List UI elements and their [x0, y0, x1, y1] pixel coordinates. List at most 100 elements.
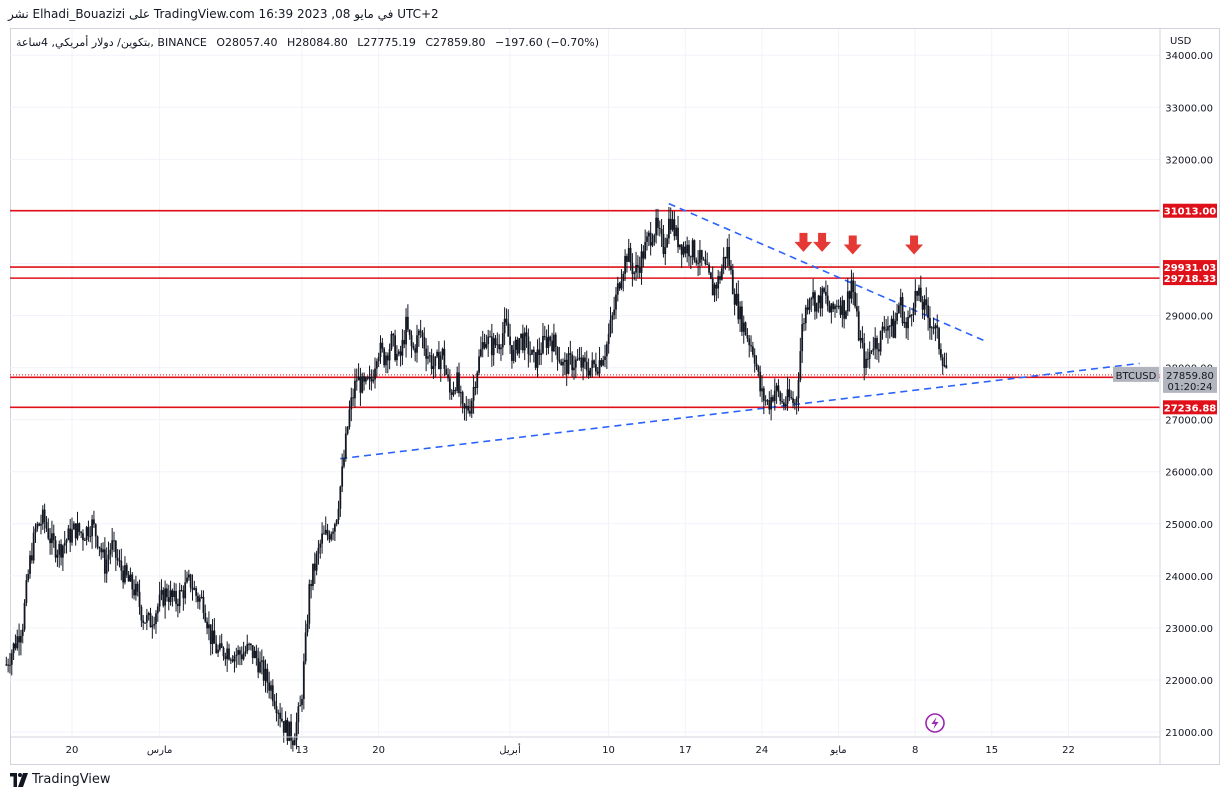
time-tick-label: 22: [1062, 745, 1075, 756]
candle-body: [122, 570, 125, 583]
candle-body: [312, 563, 314, 586]
candle-body: [85, 527, 88, 540]
candle-body: [293, 739, 296, 746]
candle-body: [118, 560, 121, 562]
candle-body: [273, 701, 276, 707]
candle-body: [505, 318, 508, 323]
candle-body: [479, 349, 482, 357]
candle-body: [808, 299, 811, 310]
candle-body: [49, 538, 52, 544]
candle-body: [76, 523, 79, 539]
candle-body: [704, 259, 707, 265]
candle-body: [554, 334, 557, 348]
candle-body: [857, 311, 860, 341]
candle-body: [474, 387, 477, 389]
candle-body: [5, 664, 8, 666]
candle-body: [938, 328, 940, 350]
candle-body: [908, 315, 911, 318]
candle-body: [43, 509, 46, 522]
candle-body: [67, 528, 70, 541]
candle-body: [166, 588, 168, 598]
candle-body: [699, 250, 701, 263]
candle-body: [761, 388, 763, 392]
candle-body: [945, 365, 948, 369]
candle-body: [61, 545, 64, 558]
candle-body: [783, 402, 785, 406]
candle-body: [918, 287, 920, 296]
candle-body: [151, 625, 154, 628]
candle-body: [412, 346, 415, 349]
candle-body: [335, 519, 338, 525]
candle-body: [120, 560, 123, 571]
candle-body: [536, 349, 539, 368]
candle-body: [98, 546, 101, 549]
candle-body: [750, 345, 752, 347]
candle-body: [843, 300, 846, 319]
candle-body: [94, 524, 97, 537]
candle-body: [308, 584, 311, 624]
candle-body: [228, 648, 230, 660]
candle-body: [854, 292, 856, 307]
candle-body: [678, 244, 681, 248]
candle-body: [775, 385, 778, 391]
candle-body: [927, 305, 930, 318]
candle-body: [693, 240, 696, 260]
symbol-name[interactable]: بتكوين/ دولار أمريكي, 4ساعة, BINANCE: [16, 36, 207, 49]
candle-body: [262, 660, 265, 681]
candle-body: [93, 519, 95, 525]
candle-body: [573, 367, 575, 371]
candle-body: [191, 587, 194, 590]
candle-body: [551, 340, 553, 352]
candle-body: [713, 284, 716, 296]
ohlc-open: O28057.40: [216, 36, 278, 49]
candle-body: [850, 280, 853, 299]
down-arrow-icon: [843, 235, 862, 255]
candle-body: [669, 218, 672, 230]
candle-body: [41, 509, 44, 524]
candle-body: [934, 325, 937, 329]
candle-body: [741, 306, 743, 332]
candle-body: [18, 636, 20, 643]
candle-body: [708, 264, 710, 273]
candle-body: [392, 333, 395, 336]
candle-body: [82, 533, 84, 541]
candle-body: [600, 360, 603, 366]
candle-body: [472, 387, 475, 401]
candle-body: [364, 377, 367, 382]
candle-body: [222, 647, 225, 657]
candle-body: [264, 668, 267, 681]
trendline-descending-resistance[interactable]: [668, 202, 987, 343]
candle-body: [868, 351, 871, 359]
candle-body: [52, 533, 55, 541]
candle-body: [184, 582, 187, 599]
candle-body: [465, 405, 468, 409]
candle-body: [313, 563, 316, 571]
candle-body: [144, 622, 146, 624]
candle-body: [390, 333, 393, 349]
footer-brand[interactable]: TradingView: [32, 772, 111, 787]
candle-body: [416, 335, 418, 353]
candle-body: [773, 390, 776, 402]
candle-body: [602, 359, 605, 366]
candle-body: [925, 299, 928, 306]
candle-body: [381, 342, 384, 349]
candle-body: [635, 264, 637, 273]
time-tick-label: أبريل: [499, 743, 521, 756]
candle-body: [879, 331, 882, 352]
candle-body: [396, 353, 398, 361]
candle-body: [804, 307, 807, 324]
candle-body: [814, 292, 816, 312]
trendline-ascending-support[interactable]: [340, 362, 1140, 460]
flash-icon[interactable]: [925, 713, 945, 733]
candle-body: [350, 397, 353, 410]
candle-body: [735, 293, 738, 305]
candle-body: [534, 352, 537, 368]
candle-body: [83, 539, 86, 541]
candle-body: [483, 342, 486, 348]
candle-body: [644, 241, 647, 259]
candle-body: [841, 300, 844, 315]
candle-body: [910, 314, 913, 316]
candle-body: [253, 650, 256, 658]
candle-body: [56, 554, 59, 558]
